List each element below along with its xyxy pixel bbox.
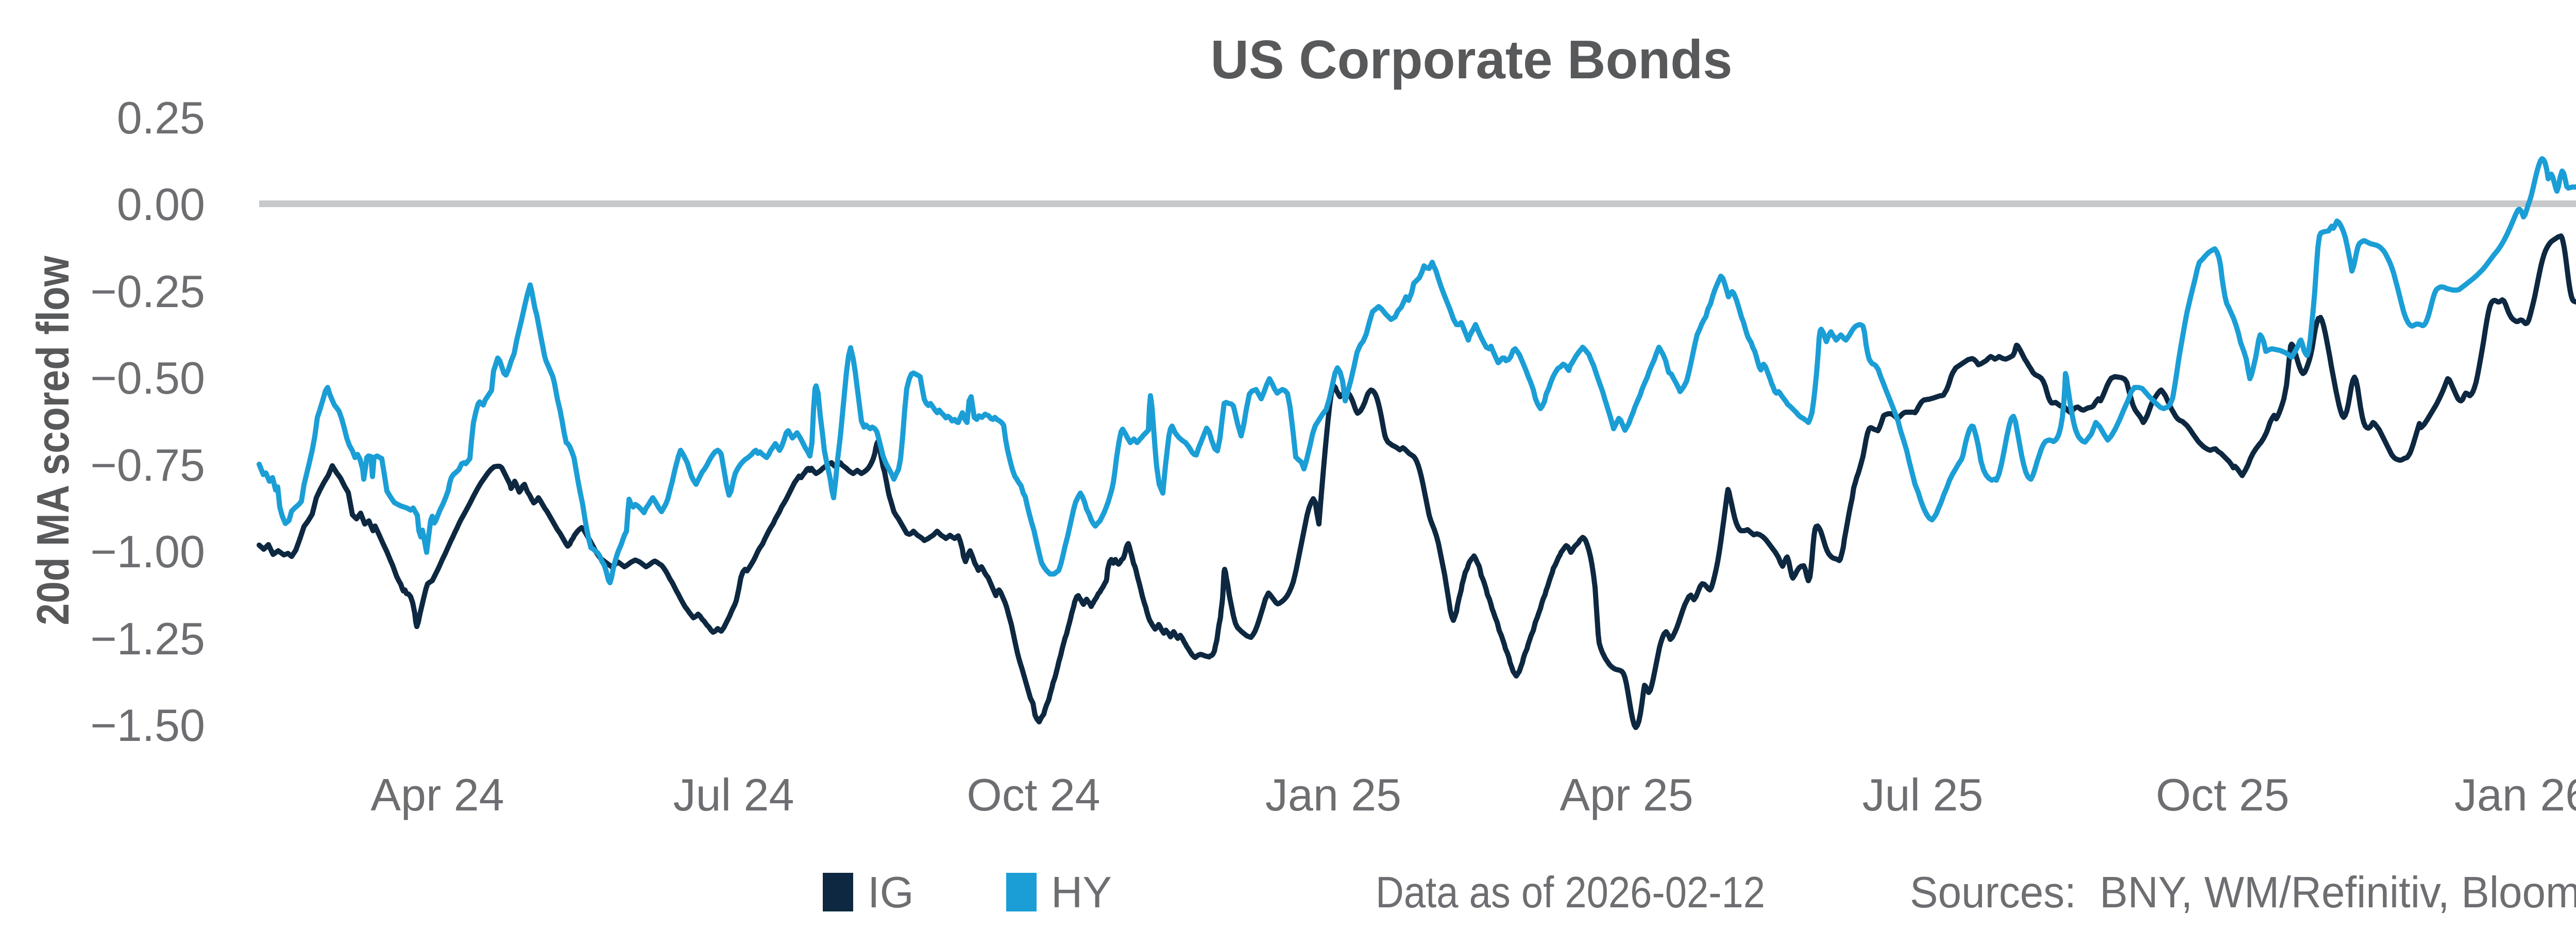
- svg-text:−1.50: −1.50: [90, 700, 205, 751]
- svg-text:Apr 24: Apr 24: [370, 769, 504, 820]
- svg-text:0.25: 0.25: [117, 92, 205, 143]
- svg-text:US Corporate Bonds: US Corporate Bonds: [1211, 29, 1733, 90]
- svg-text:−0.75: −0.75: [90, 439, 205, 491]
- svg-text:20d MA scored flow: 20d MA scored flow: [27, 256, 78, 625]
- svg-text:Jul 25: Jul 25: [1862, 769, 1984, 820]
- svg-text:Apr 25: Apr 25: [1560, 769, 1693, 820]
- svg-text:Jan 25: Jan 25: [1265, 769, 1401, 820]
- svg-text:−1.25: −1.25: [90, 613, 205, 664]
- svg-text:IG: IG: [868, 868, 914, 917]
- svg-text:−1.00: −1.00: [90, 526, 205, 577]
- svg-text:−0.25: −0.25: [90, 266, 205, 317]
- svg-text:HY: HY: [1051, 868, 1112, 917]
- svg-text:Jan 26: Jan 26: [2454, 769, 2576, 820]
- svg-text:Jul 24: Jul 24: [673, 769, 794, 820]
- svg-text:Oct 24: Oct 24: [967, 769, 1100, 820]
- svg-text:Sources: BNY, WM/Refinitiv, B: Sources: BNY, WM/Refinitiv, Bloomberg: [1910, 868, 2576, 917]
- svg-text:0.00: 0.00: [117, 179, 205, 230]
- svg-text:Data as of 2026-02-12: Data as of 2026-02-12: [1376, 868, 1765, 917]
- svg-text:−0.50: −0.50: [90, 352, 205, 403]
- svg-text:Oct 25: Oct 25: [2156, 769, 2289, 820]
